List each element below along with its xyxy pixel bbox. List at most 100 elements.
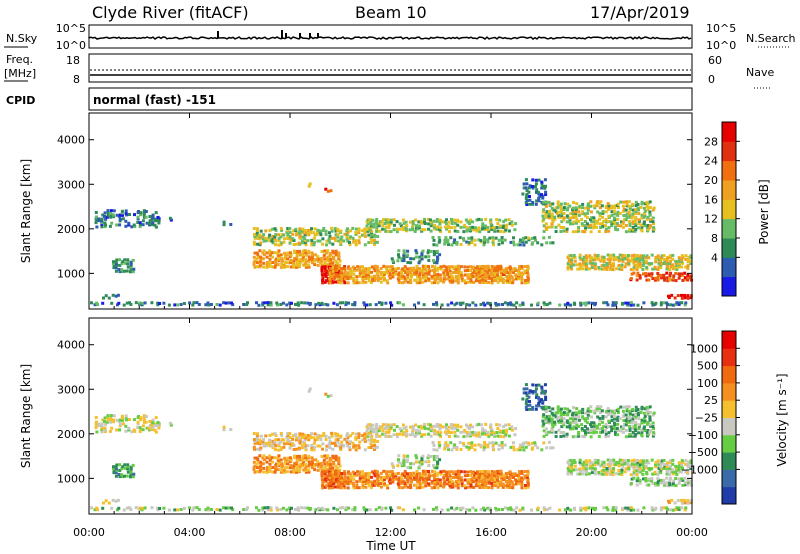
power-pixel [577,225,581,229]
velocity-pixel [504,430,508,434]
velocity-pixel [686,478,690,482]
velocity-pixel [689,481,693,485]
power-pixel [571,230,575,234]
velocity-pixel [323,466,327,469]
velocity-pixel [640,434,644,438]
velocity-pixel [579,469,583,473]
power-pixel [311,257,315,261]
velocity-pixel [347,506,351,510]
power-pixel [538,195,542,199]
power-pixel [142,211,146,215]
velocity-pixel [369,446,373,449]
power-pixel [598,214,602,218]
velocity-pixel [466,481,470,485]
power-pixel [439,267,443,271]
velocity-pixel [498,423,502,427]
power-pixel [619,224,623,228]
power-pixel [589,200,593,204]
freq-label-line2: [MHz] [4,67,36,80]
power-pixel [466,273,470,277]
velocity-pixel [261,456,265,460]
velocity-pixel [473,448,477,452]
velocity-pixel [542,441,546,445]
velocity-pixel [480,476,484,479]
velocity-pixel [526,469,530,473]
velocity-pixel [447,431,451,435]
power-pixel [386,220,390,224]
velocity-pixel [648,431,652,435]
velocity-pixel [126,470,130,474]
nsearch-tick-bottom: 10^0 [706,39,736,52]
velocity-pixel [526,478,530,482]
velocity-pixel [508,470,512,474]
power-pixel [427,222,431,226]
velocity-pixel [324,507,328,511]
power-pixel [289,253,293,257]
power-pixel [525,270,529,274]
power-pixel [274,233,278,237]
power-pixel [477,273,481,277]
velocity-pixel [510,425,514,429]
power-pixel [671,257,675,261]
power-pixel [605,204,609,208]
velocity-pixel [323,472,327,476]
power-pixel [581,210,585,214]
power-pixel [491,236,495,240]
power-pixel [624,214,628,218]
power-pixel [354,232,358,236]
power-pixel [339,229,343,233]
velocity-pixel [389,425,393,429]
power-pixel [110,301,114,305]
velocity-pixel [610,429,614,433]
power-pixel [367,279,371,283]
velocity-pixel [490,478,494,482]
velocity-pixel [328,464,332,468]
velocity-pixel [458,506,462,510]
power-pixel [346,273,350,277]
power-pixel [274,239,278,243]
velocity-pixel [302,456,306,460]
power-pixel [462,238,466,242]
velocity-pixel [361,486,365,490]
velocity-pixel [494,506,498,510]
power-pixel [541,219,545,223]
x-tick-label: 00:00 [676,526,708,539]
velocity-pixel [585,469,589,473]
velocity-pixel [553,413,557,417]
power-pixel [536,241,540,245]
power-pixel [344,303,348,307]
velocity-pixel [338,464,342,468]
velocity-pixel [397,476,401,480]
velocity-pixel [674,464,678,468]
velocity-pixel [471,476,475,480]
power-pixel [323,273,327,277]
power-pixel [265,251,269,255]
velocity-pixel [630,421,634,425]
velocity-pixel [634,415,638,419]
power-pixel [398,301,402,305]
power-pixel [611,268,615,272]
velocity-pixel [375,434,379,438]
power-pixel [621,225,625,229]
power-pixel [629,303,633,307]
power-pixel [531,178,535,182]
power-pixel [524,186,528,190]
power-pixel [276,263,280,267]
velocity-pixel [494,508,498,512]
power-pixel [595,219,599,223]
velocity-pixel [545,508,549,512]
velocity-pixel [328,436,331,440]
velocity-pixel [671,468,675,472]
power-pixel [634,207,638,211]
power-pixel [298,261,302,265]
power-pixel [450,222,454,226]
velocity-pixel [477,478,481,482]
velocity-pixel [345,434,349,438]
power-pixel [671,303,675,307]
velocity-pixel [651,421,655,425]
velocity-pixel [118,428,122,432]
velocity-pixel [347,470,350,474]
velocity-pixel [531,406,535,409]
velocity-pixel [648,417,652,421]
velocity-pixel [604,423,608,426]
